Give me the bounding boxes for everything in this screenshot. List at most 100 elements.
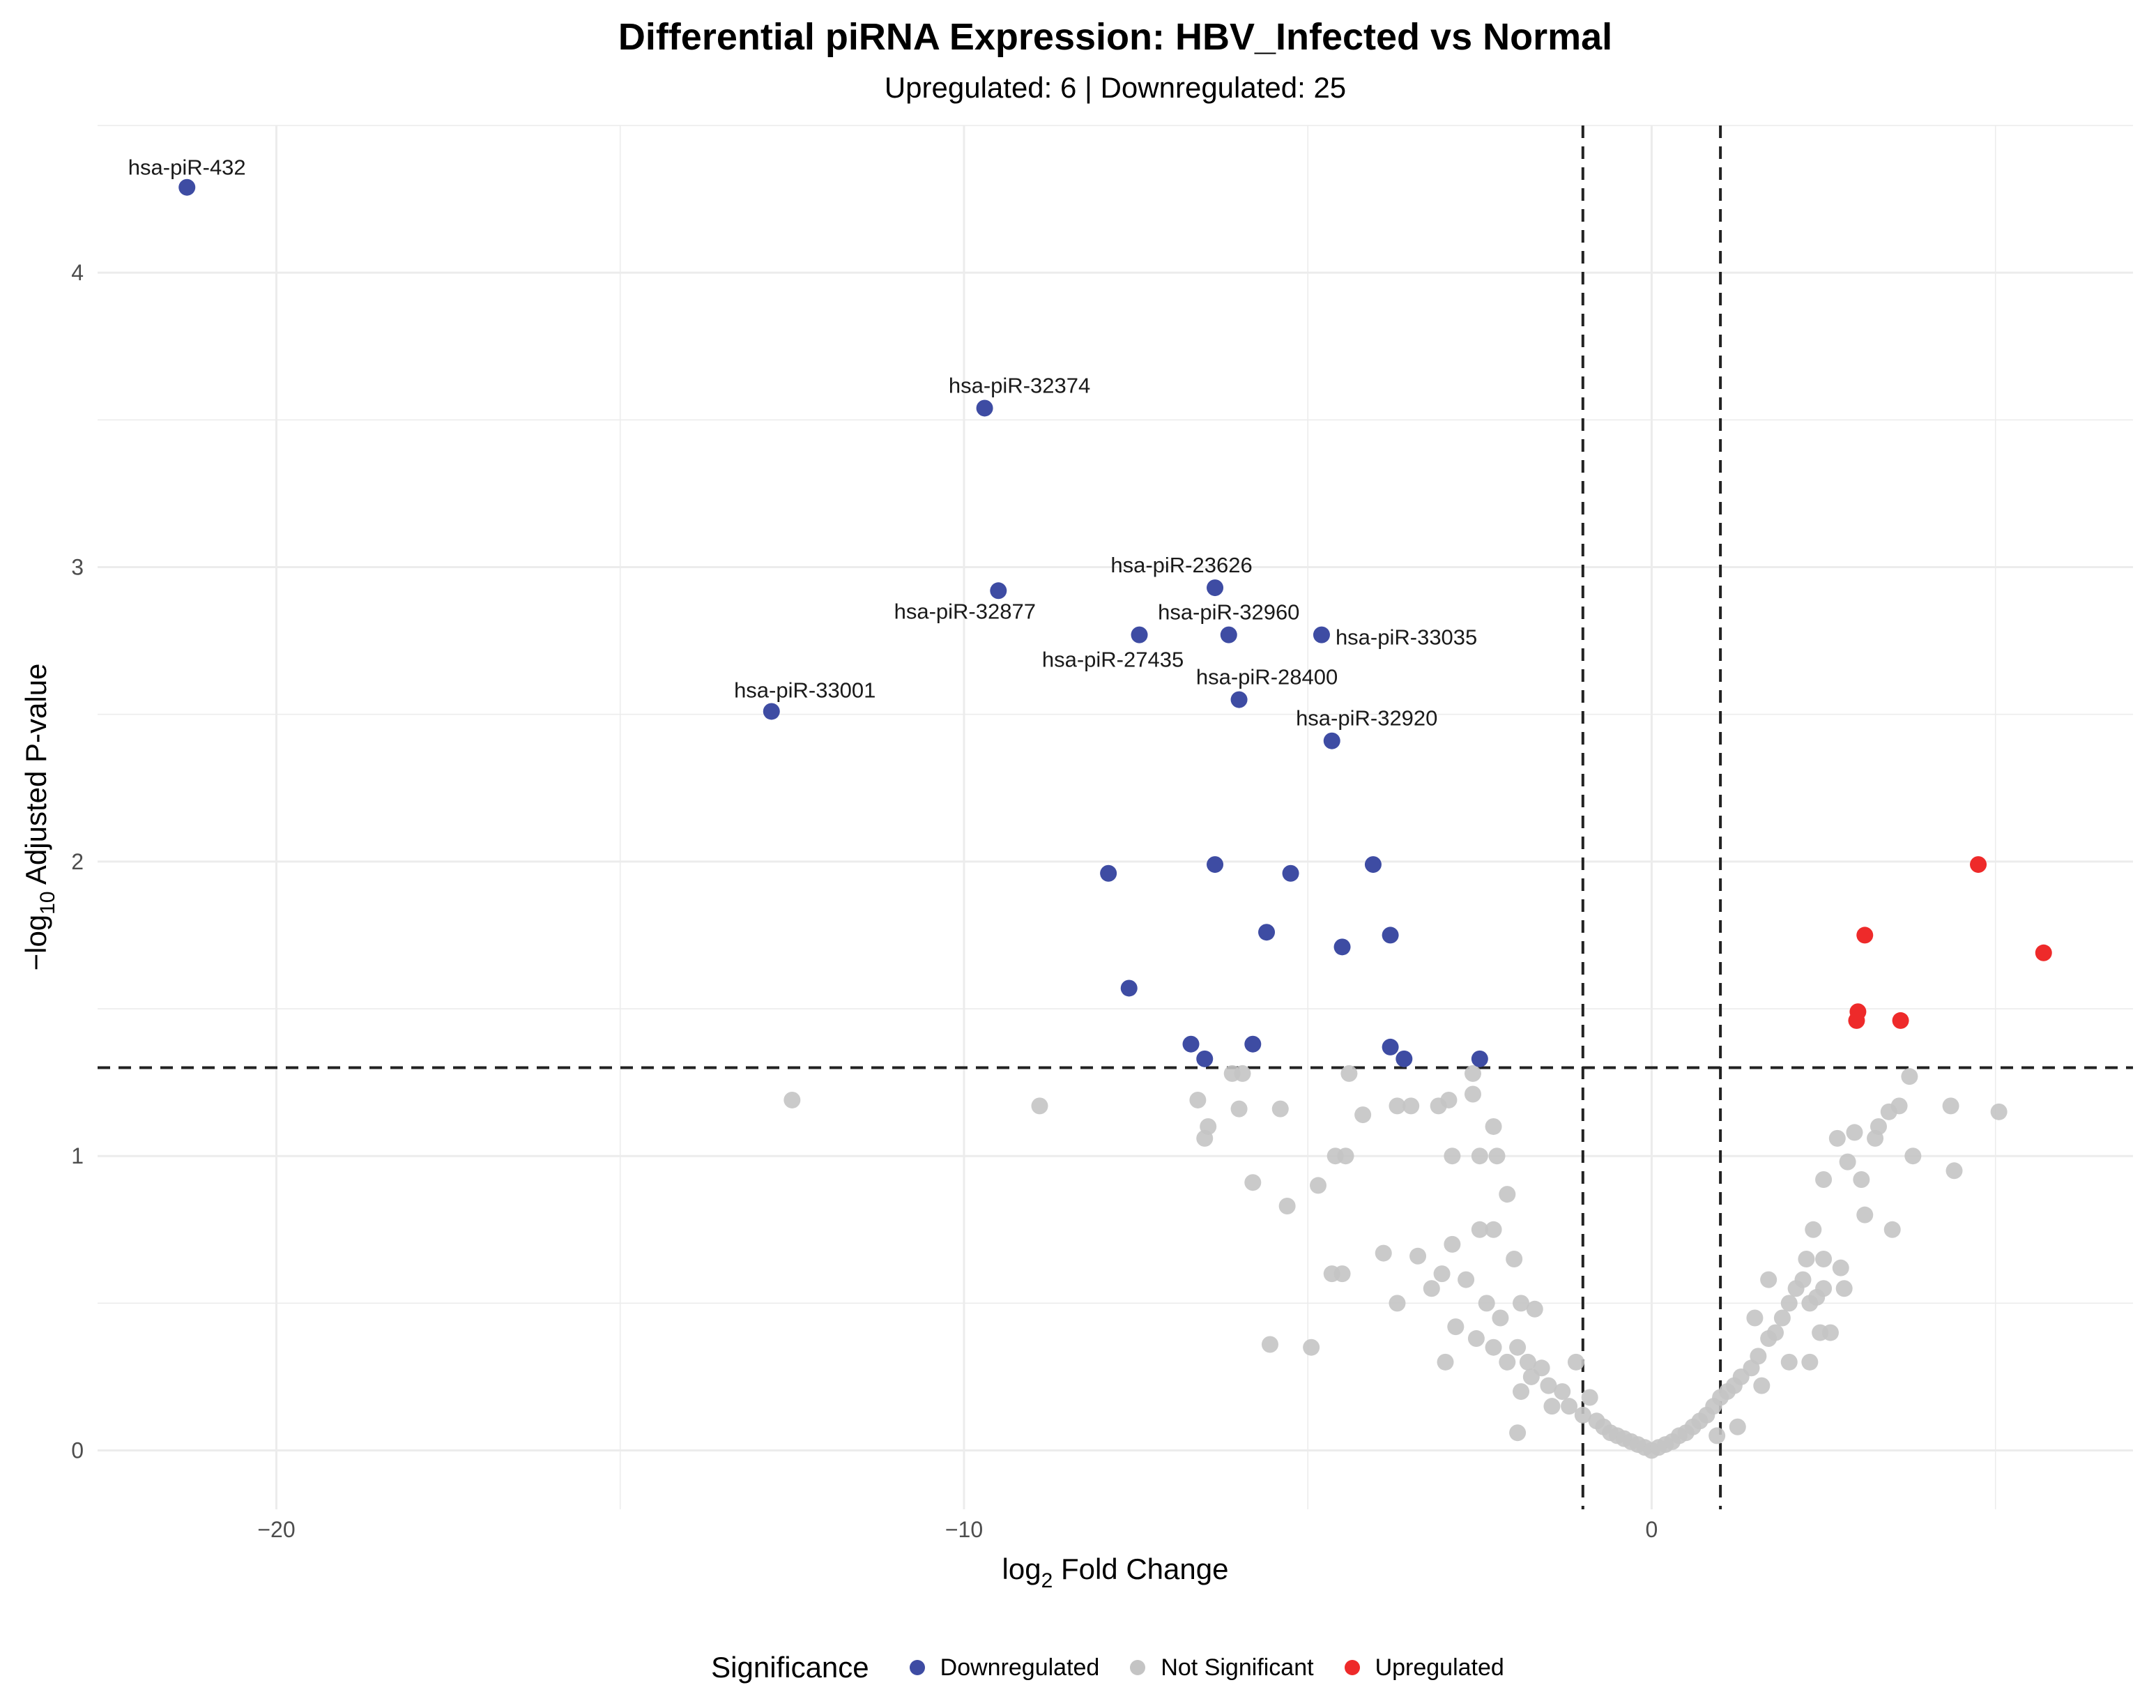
- chart-subtitle: Upregulated: 6 | Downregulated: 25: [884, 71, 1347, 104]
- point-downregulated: [1258, 924, 1276, 941]
- point-not-significant: [1540, 1377, 1557, 1394]
- point-not-significant: [1815, 1280, 1833, 1297]
- point-not-significant: [1750, 1348, 1767, 1365]
- point-not-significant: [1444, 1147, 1461, 1165]
- point-not-significant: [1821, 1324, 1839, 1341]
- point-downregulated: [1382, 927, 1399, 944]
- point-downregulated: [1220, 626, 1237, 643]
- point-upregulated: [1848, 1012, 1865, 1029]
- point-not-significant: [1828, 1129, 1846, 1147]
- point-not-significant: [1478, 1295, 1495, 1312]
- point-not-significant: [1230, 1100, 1248, 1118]
- point-not-significant: [1444, 1235, 1461, 1253]
- point-label: hsa-piR-23626: [1110, 553, 1252, 577]
- point-downregulated: [1182, 1035, 1200, 1053]
- point-not-significant: [1485, 1118, 1502, 1135]
- y-tick-label: 4: [71, 260, 84, 285]
- point-not-significant: [1890, 1097, 1908, 1115]
- point-not-significant: [1389, 1097, 1406, 1115]
- point-not-significant: [1423, 1280, 1440, 1297]
- plot-panel: [98, 125, 2133, 1509]
- point-not-significant: [1471, 1147, 1488, 1165]
- y-tick-label: 0: [71, 1438, 84, 1463]
- point-not-significant: [1506, 1251, 1523, 1268]
- y-tick-label: 3: [71, 555, 84, 580]
- legend-dot-upregulated: [1344, 1660, 1360, 1675]
- point-not-significant: [1846, 1124, 1863, 1141]
- point-not-significant: [1409, 1247, 1427, 1265]
- x-tick-label: 0: [1646, 1517, 1658, 1542]
- point-not-significant: [1354, 1106, 1372, 1124]
- point-not-significant: [1375, 1244, 1392, 1262]
- point-not-significant: [1499, 1353, 1516, 1371]
- point-not-significant: [1458, 1271, 1475, 1288]
- point-downregulated: [1396, 1050, 1413, 1067]
- point-downregulated: [976, 399, 993, 417]
- point-not-significant: [1835, 1280, 1853, 1297]
- point-not-significant: [1780, 1353, 1798, 1371]
- point-downregulated: [1244, 1035, 1262, 1053]
- point-not-significant: [1196, 1129, 1214, 1147]
- point-not-significant: [1389, 1295, 1406, 1312]
- point-not-significant: [1708, 1427, 1726, 1444]
- point-not-significant: [1340, 1065, 1358, 1082]
- point-downregulated: [1207, 856, 1224, 874]
- point-not-significant: [1310, 1177, 1327, 1194]
- point-not-significant: [1945, 1162, 1963, 1180]
- point-not-significant: [1753, 1377, 1771, 1394]
- point-not-significant: [1942, 1097, 1959, 1115]
- point-not-significant: [1805, 1221, 1822, 1238]
- point-not-significant: [1244, 1174, 1262, 1191]
- point-downregulated: [1120, 979, 1138, 997]
- y-tick-label: 1: [71, 1143, 84, 1168]
- point-downregulated: [763, 703, 780, 720]
- point-not-significant: [1467, 1330, 1485, 1348]
- point-label: hsa-piR-32920: [1296, 706, 1437, 731]
- legend-label-downregulated: Downregulated: [940, 1654, 1100, 1681]
- point-not-significant: [1031, 1097, 1048, 1115]
- point-not-significant: [1543, 1398, 1561, 1415]
- point-not-significant: [1337, 1147, 1354, 1165]
- y-axis-title: −log10 Adjusted P-value: [20, 664, 59, 971]
- point-not-significant: [1867, 1129, 1884, 1147]
- point-not-significant: [1853, 1171, 1870, 1188]
- threshold-lines: [98, 125, 2133, 1509]
- point-not-significant: [1433, 1265, 1451, 1283]
- point-downregulated: [1100, 864, 1117, 882]
- legend-label-not-significant: Not Significant: [1161, 1654, 1314, 1681]
- point-downregulated: [178, 178, 196, 196]
- point-not-significant: [1261, 1336, 1278, 1353]
- point-not-significant: [1333, 1265, 1351, 1283]
- legend-item-upregulated: Upregulated: [1344, 1654, 1504, 1682]
- point-not-significant: [1519, 1353, 1536, 1371]
- point-not-significant: [1839, 1153, 1856, 1171]
- point-downregulated: [1230, 691, 1248, 708]
- point-label: hsa-piR-32374: [949, 373, 1090, 397]
- point-not-significant: [1509, 1424, 1527, 1442]
- point-not-significant: [1189, 1091, 1207, 1108]
- point-not-significant: [1794, 1271, 1812, 1288]
- point-not-significant: [1574, 1406, 1591, 1424]
- point-not-significant: [1901, 1068, 1918, 1085]
- point-not-significant: [783, 1091, 801, 1108]
- legend-dot-not-significant: [1130, 1660, 1146, 1675]
- point-not-significant: [1499, 1186, 1516, 1203]
- point-not-significant: [1533, 1359, 1550, 1377]
- x-tick-label: −20: [257, 1517, 295, 1542]
- point-downregulated: [1196, 1050, 1214, 1067]
- point-not-significant: [1767, 1324, 1784, 1341]
- point-downregulated: [1471, 1050, 1488, 1067]
- point-label: hsa-piR-32960: [1158, 600, 1299, 625]
- point-label: hsa-piR-27435: [1042, 648, 1184, 672]
- point-not-significant: [1271, 1100, 1289, 1118]
- point-label: hsa-piR-28400: [1196, 665, 1338, 689]
- point-not-significant: [1513, 1383, 1530, 1401]
- legend-title: Significance: [711, 1651, 869, 1684]
- point-not-significant: [1278, 1197, 1296, 1214]
- point-downregulated: [1282, 864, 1299, 882]
- x-tick-label: −10: [945, 1517, 983, 1542]
- point-not-significant: [1471, 1221, 1488, 1238]
- point-upregulated: [1892, 1012, 1909, 1029]
- point-not-significant: [1815, 1171, 1833, 1188]
- point-not-significant: [1526, 1300, 1543, 1318]
